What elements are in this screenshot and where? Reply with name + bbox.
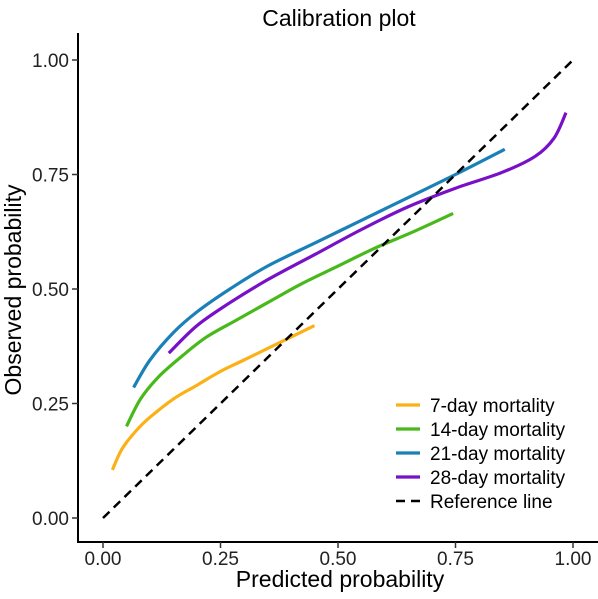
x-tick-label: 0.00 <box>85 549 122 570</box>
plot-area <box>102 59 574 519</box>
y-tick-label: 0.75 <box>32 166 69 187</box>
legend-label-28-day-mortality: 28-day mortality <box>430 468 566 489</box>
series-line-28-day-mortality <box>167 112 568 355</box>
x-tick-label: 0.50 <box>320 549 357 570</box>
y-axis-ticks: 0.00 0.25 0.50 0.75 1.00 <box>32 51 78 530</box>
x-axis-title: Predicted probability <box>236 566 445 592</box>
chart-title: Calibration plot <box>262 5 416 31</box>
y-tick-label: 0.50 <box>32 280 69 301</box>
y-axis-title: Observed probability <box>0 184 26 395</box>
legend-label-14-day-mortality: 14-day mortality <box>430 420 566 441</box>
legend-label-reference-line: Reference line <box>430 492 553 513</box>
series-line-7-day-mortality <box>110 324 316 471</box>
legend-label-21-day-mortality: 21-day mortality <box>430 444 566 465</box>
series-line-21-day-mortality <box>132 147 506 389</box>
series-line-reference-line <box>102 59 574 519</box>
series-line-14-day-mortality <box>125 211 454 428</box>
x-tick-label: 1.00 <box>555 549 592 570</box>
x-axis-ticks: 0.00 0.25 0.50 0.75 1.00 <box>85 542 592 570</box>
legend: 7-day mortality 14-day mortality 21-day mo… <box>396 396 566 513</box>
legend-label-7-day-mortality: 7-day mortality <box>430 396 555 417</box>
y-tick-label: 0.00 <box>32 509 69 530</box>
y-tick-label: 0.25 <box>32 395 69 416</box>
x-tick-label: 0.25 <box>202 549 239 570</box>
y-tick-label: 1.00 <box>32 51 69 72</box>
x-tick-label: 0.75 <box>437 549 474 570</box>
